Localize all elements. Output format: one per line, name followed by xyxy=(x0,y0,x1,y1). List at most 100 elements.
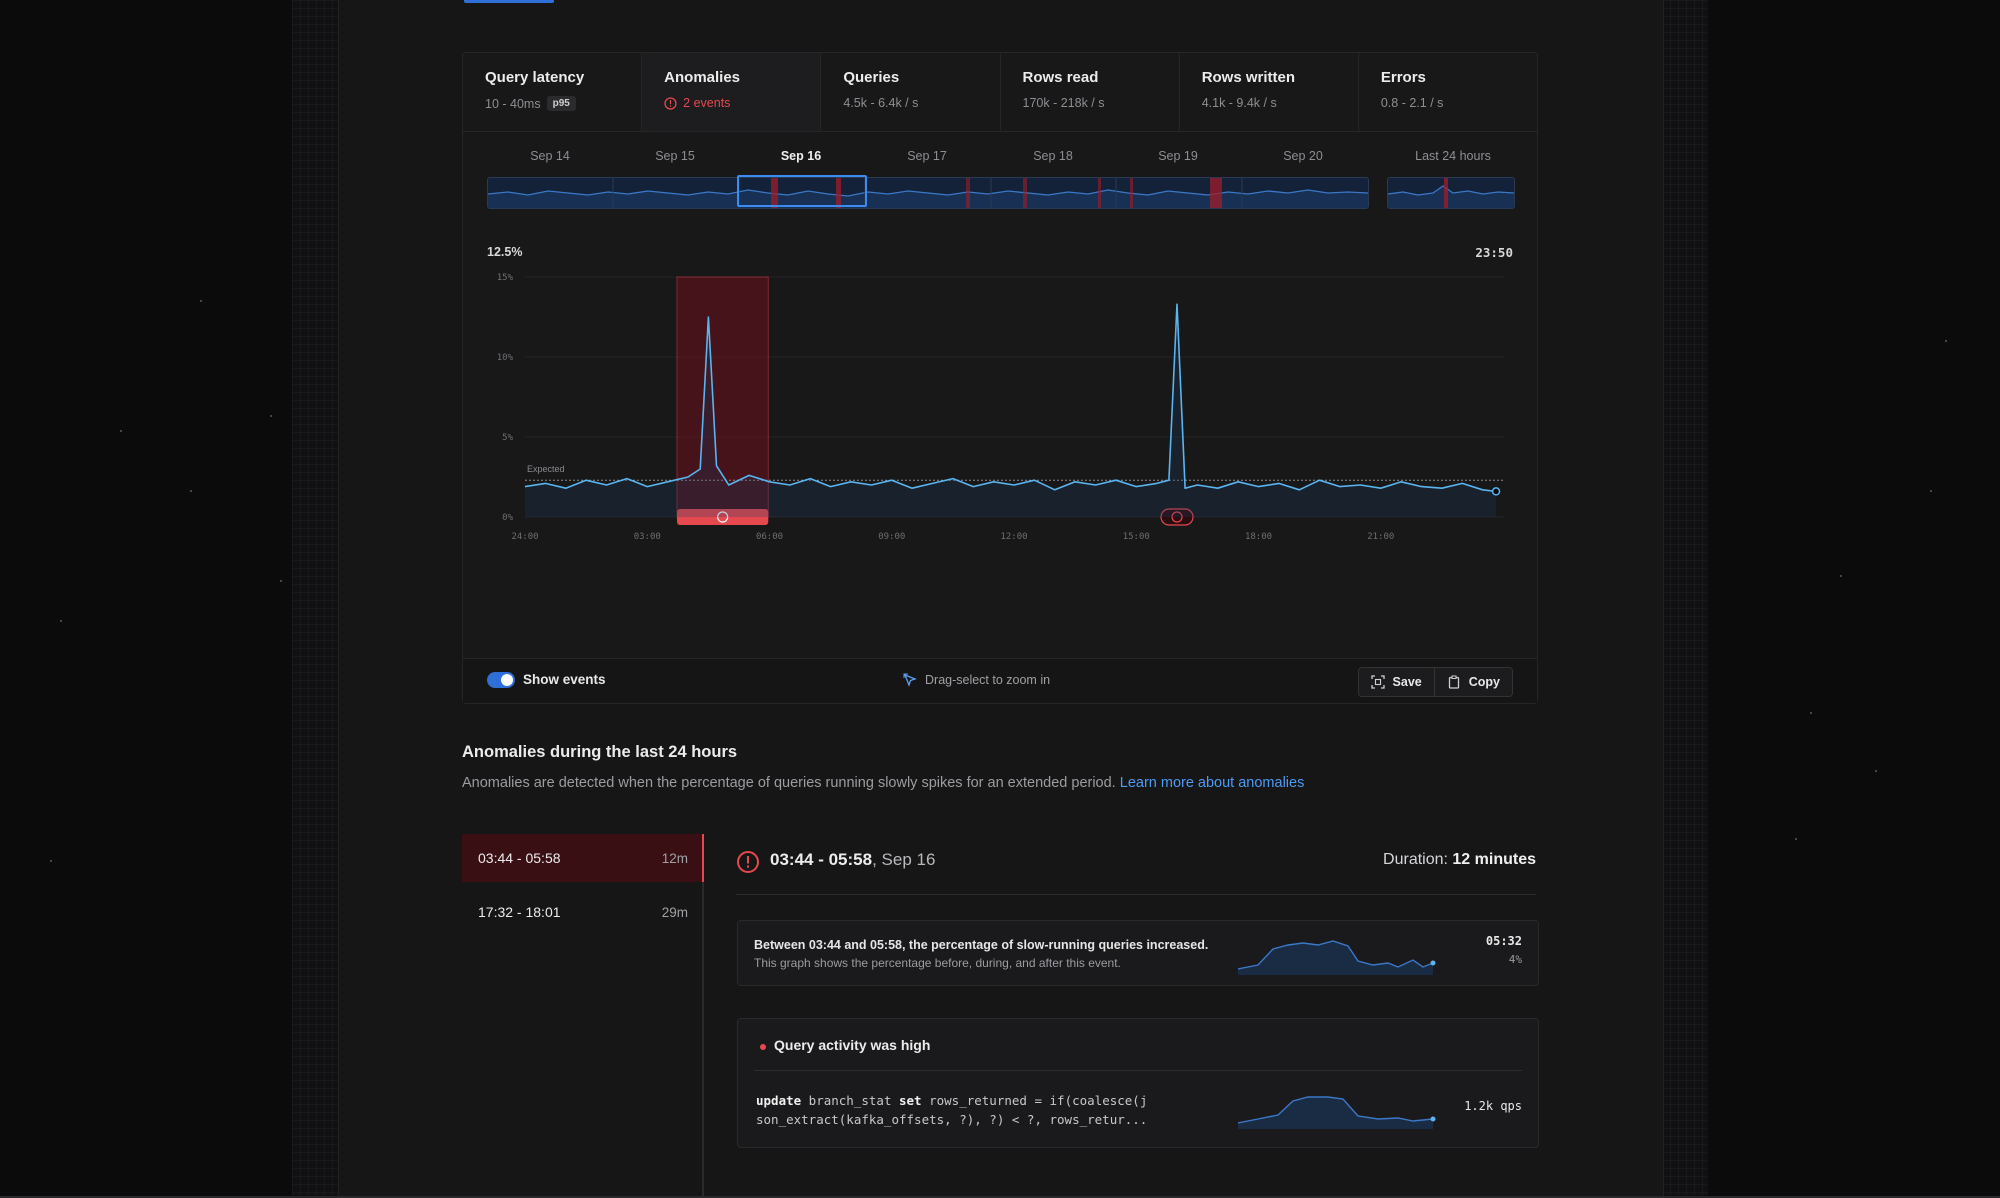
chart-x-tick-label: 12:00 xyxy=(1000,532,1027,542)
chart-footer: Show events Drag-select to zoom in Save … xyxy=(463,658,1537,703)
chart-x-tick-label: 18:00 xyxy=(1245,532,1272,542)
left-grid-strip xyxy=(292,0,338,1198)
zoom-hint-text: Drag-select to zoom in xyxy=(925,673,1051,687)
event-alert-icon xyxy=(717,511,729,523)
anomaly-duration: 29m xyxy=(661,904,688,920)
metrics-card: Query latency 10 - 40ms p95 Anomalies 2 e… xyxy=(462,52,1538,704)
chart-x-tick-label: 09:00 xyxy=(878,532,905,542)
tab-label: Queries xyxy=(843,69,900,86)
tab-queries[interactable]: Queries 4.5k - 6.4k / s xyxy=(821,53,1001,131)
anomaly-list-item[interactable]: 03:44 - 05:58 12m xyxy=(462,834,704,882)
status-dot-icon xyxy=(760,1044,766,1050)
summary-line-2: This graph shows the percentage before, … xyxy=(754,956,1121,970)
anomaly-summary-card: Between 03:44 and 05:58, the percentage … xyxy=(737,920,1539,986)
anomalies-section-description: Anomalies are detected when the percenta… xyxy=(462,775,1304,791)
tab-errors[interactable]: Errors 0.8 - 2.1 / s xyxy=(1359,53,1537,131)
tab-value: 0.8 - 2.1 / s xyxy=(1380,96,1444,110)
activity-title: Query activity was high xyxy=(774,1037,931,1053)
chart-x-tick-label: 03:00 xyxy=(634,532,661,542)
cursor-select-icon xyxy=(903,673,917,687)
summary-line-1: Between 03:44 and 05:58, the percentage … xyxy=(754,938,1209,952)
tab-anomalies[interactable]: Anomalies 2 events xyxy=(642,53,822,131)
copy-button[interactable]: Copy xyxy=(1433,668,1512,696)
tab-label: Rows written xyxy=(1201,69,1296,86)
timeline-day-label[interactable]: Sep 20 xyxy=(1283,149,1323,163)
list-divider xyxy=(702,834,704,1198)
chart-x-tick-label: 21:00 xyxy=(1367,532,1394,542)
chart-y-tick-label: 5% xyxy=(502,433,513,443)
show-events-toggle[interactable] xyxy=(487,672,515,688)
timeline-day-label[interactable]: Sep 15 xyxy=(655,149,695,163)
alert-circle-icon xyxy=(664,96,677,110)
day-timeline: Sep 14 Sep 15 Sep 16 Sep 17 Sep 18 Sep 1… xyxy=(487,149,1515,215)
save-label: Save xyxy=(1392,675,1422,689)
export-buttons: Save Copy xyxy=(1357,667,1513,697)
tab-rows-written[interactable]: Rows written 4.1k - 9.4k / s xyxy=(1180,53,1359,131)
timeline-last24-sparkline xyxy=(1388,178,1514,208)
sql-text: rows_returned = if(coalesce(j xyxy=(921,1093,1148,1108)
alert-circle-icon xyxy=(737,851,759,873)
card-divider xyxy=(754,1070,1522,1071)
sql-text: son_extract(kafka_offsets, ?), ?) < ?, r… xyxy=(756,1112,1148,1127)
timeline-sparkline xyxy=(488,178,1368,208)
anomaly-detail-title: 03:44 - 05:58, Sep 16 xyxy=(770,850,935,870)
tab-rows-read[interactable]: Rows read 170k - 218k / s xyxy=(1001,53,1180,131)
copy-label: Copy xyxy=(1468,675,1500,689)
summary-sparkline xyxy=(1238,940,1436,975)
qps-sparkline xyxy=(1238,1096,1436,1129)
series-end-point xyxy=(1491,487,1501,496)
timeline-day-label[interactable]: Sep 19 xyxy=(1158,149,1198,163)
sql-text: branch_stat xyxy=(801,1093,899,1108)
sparkline-time: 05:32 xyxy=(1485,934,1522,948)
anomaly-detail-header: 03:44 - 05:58, Sep 16 Duration: 12 minut… xyxy=(736,846,1536,876)
tab-label: Rows read xyxy=(1022,69,1099,86)
chart-readout-value: 12.5% xyxy=(487,245,523,259)
timeline-day-label[interactable]: Sep 16 xyxy=(780,149,822,163)
tab-query-latency[interactable]: Query latency 10 - 40ms p95 xyxy=(463,53,643,131)
timeline-selection[interactable] xyxy=(737,175,867,207)
chart-readout-time: 23:50 xyxy=(1475,245,1513,260)
timeline-last24-bar[interactable] xyxy=(1387,177,1515,209)
detail-date: , Sep 16 xyxy=(872,850,936,869)
screenshot-icon xyxy=(1370,675,1385,689)
timeline-last24-label[interactable]: Last 24 hours xyxy=(1415,149,1491,163)
chart-y-tick-label: 10% xyxy=(497,353,514,363)
chart-x-tick-label: 24:00 xyxy=(511,532,538,542)
learn-more-link[interactable]: Learn more about anomalies xyxy=(1119,775,1305,791)
anomaly-list: 03:44 - 05:58 12m 17:32 - 18:01 29m xyxy=(462,834,704,936)
chart-svg[interactable]: 0% 5% 10% 15% 24:00 03:00 06:00 09:00 12:00 15:00… xyxy=(463,225,1537,565)
zoom-hint: Drag-select to zoom in xyxy=(903,673,1050,687)
anomaly-chart[interactable]: 12.5% 23:50 0% 5% 10% 15% 24:00 03:00 06:00 09:… xyxy=(463,225,1537,565)
timeline-week-bar[interactable] xyxy=(487,177,1369,209)
sql-keyword: update xyxy=(756,1093,802,1108)
sql-keyword: set xyxy=(899,1093,922,1108)
anomaly-event-marker xyxy=(1160,508,1194,526)
anomaly-duration: 12m xyxy=(661,850,688,866)
list-active-indicator xyxy=(702,834,704,882)
tab-value: 2 events xyxy=(683,96,731,110)
series-line xyxy=(524,303,1497,493)
sparkline-value: 4% xyxy=(1508,953,1522,966)
duration-value: 12 minutes xyxy=(1452,851,1536,868)
chart-x-tick-label: 06:00 xyxy=(756,532,783,542)
series-area xyxy=(525,304,1497,517)
anomaly-event-marker xyxy=(676,509,769,525)
duration-label: Duration: xyxy=(1383,851,1453,868)
right-grid-strip xyxy=(1662,0,1708,1198)
timeline-day-label[interactable]: Sep 18 xyxy=(1033,149,1073,163)
show-events-label: Show events xyxy=(523,672,606,687)
tab-value: 10 - 40ms xyxy=(485,96,541,111)
description-text: Anomalies are detected when the percenta… xyxy=(462,775,1120,791)
tab-value: 170k - 218k / s xyxy=(1022,96,1105,110)
percentile-badge: p95 xyxy=(546,96,576,111)
chart-y-tick-label: 0% xyxy=(502,513,513,523)
save-button[interactable]: Save xyxy=(1358,668,1434,696)
query-snippet[interactable]: update branch_stat set rows_returned = i… xyxy=(756,1091,1147,1129)
tab-label: Query latency xyxy=(485,69,585,86)
timeline-day-label[interactable]: Sep 17 xyxy=(907,149,947,163)
tab-value: 4.5k - 6.4k / s xyxy=(843,96,919,110)
timeline-day-label[interactable]: Sep 14 xyxy=(530,149,570,163)
clipboard-icon xyxy=(1448,675,1459,689)
anomaly-duration-summary: Duration: 12 minutes xyxy=(1383,851,1536,869)
anomaly-list-item[interactable]: 17:32 - 18:01 29m xyxy=(462,888,704,936)
